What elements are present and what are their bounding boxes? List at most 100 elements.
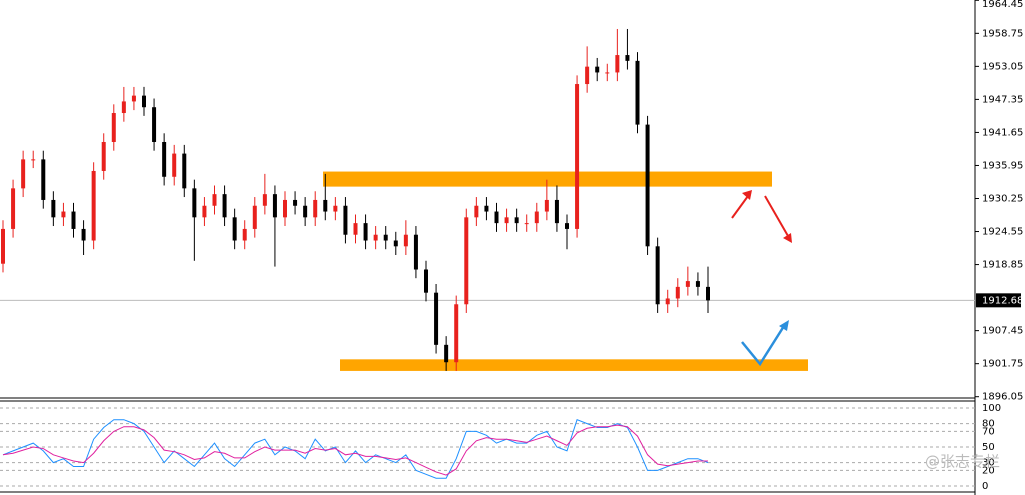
y-tick-label: 1901.75 [982, 359, 1023, 370]
candle-body [272, 194, 277, 218]
candle-body [625, 55, 630, 61]
candle-body [474, 205, 479, 218]
candle-body [383, 234, 388, 241]
candle-body [111, 113, 116, 142]
candle-body [192, 188, 197, 218]
candle-body [403, 234, 408, 247]
candle-body [494, 211, 499, 224]
candle-body [363, 223, 368, 241]
candle-body [1, 228, 5, 264]
candle-body [91, 170, 96, 241]
candle-body [554, 199, 559, 224]
candle-body [162, 141, 167, 177]
candle-body [222, 194, 227, 218]
candle-body [262, 194, 267, 206]
candle-body [51, 199, 56, 218]
y-tick-label: 1953.05 [982, 61, 1023, 72]
y-tick-label: 1958.75 [982, 28, 1023, 39]
candle-body [303, 205, 308, 218]
y-tick-label: 1896.05 [982, 392, 1023, 403]
candle-body [232, 217, 237, 241]
candle-body [152, 107, 157, 142]
candle-body [635, 60, 640, 125]
candle-body [655, 246, 660, 305]
candle-body [615, 55, 620, 73]
candle-body [695, 281, 700, 287]
y-tick-label: 20 [982, 465, 995, 476]
indicator-line [2, 419, 709, 479]
candle-body [202, 205, 207, 218]
candle-body [11, 188, 16, 229]
y-tick-label: 70 [982, 426, 995, 437]
candle-body [252, 205, 257, 229]
candle-body [565, 223, 569, 229]
candle-body [71, 211, 76, 229]
candle-body [81, 228, 86, 241]
candle-body [424, 269, 428, 293]
candle-body [534, 211, 539, 224]
last-price-label: 1912.68 [982, 295, 1023, 306]
candle-body [101, 141, 106, 171]
zone [323, 171, 772, 187]
candle-body [504, 217, 509, 224]
candle-body [172, 153, 177, 177]
candle-body [121, 101, 126, 114]
y-tick-label: 80 [982, 419, 995, 430]
candle-body [293, 199, 298, 206]
candle-body [41, 159, 46, 200]
candle-body [61, 211, 66, 218]
y-tick-label: 30 [982, 458, 995, 469]
y-tick-label: 1930.25 [982, 194, 1023, 205]
candle-body [131, 95, 136, 102]
candle-body [434, 292, 439, 345]
candle-body [514, 217, 519, 224]
y-tick-label: 1918.85 [982, 260, 1023, 271]
arrows [731, 190, 792, 367]
candle-body [605, 72, 610, 74]
y-tick-label: 100 [982, 403, 1001, 414]
candle-body [524, 223, 529, 225]
candle-body [444, 344, 449, 363]
watermark: @张志专栏 [925, 453, 1000, 471]
candle-body [585, 66, 590, 85]
candle-body [575, 84, 580, 229]
candle-body [645, 124, 650, 247]
candle-body [484, 205, 489, 212]
candle-body [675, 286, 680, 299]
candle-body [343, 205, 348, 235]
candle-body [413, 234, 418, 270]
candle-body [685, 281, 690, 287]
candle-body [333, 205, 338, 212]
y-tick-label: 1947.35 [982, 94, 1023, 105]
y-tick-label: 50 [982, 442, 995, 453]
y-tick-label: 1935.95 [982, 160, 1023, 171]
candle-body [706, 286, 710, 301]
candle-body [595, 66, 600, 73]
candle-body [283, 199, 287, 218]
y-tick-label: 1924.55 [982, 227, 1023, 238]
candle-body [665, 298, 670, 305]
candle-body [464, 217, 469, 305]
y-tick-label: 1907.45 [982, 326, 1023, 337]
candle-body [454, 304, 459, 363]
candle-body [323, 199, 328, 212]
candle-body [142, 95, 146, 108]
candle-body [353, 223, 358, 235]
candle-body [182, 153, 187, 189]
last-price-box [976, 293, 1021, 308]
candle-body [21, 159, 26, 189]
candle-body [313, 199, 318, 218]
zone [340, 359, 808, 371]
candle-body [373, 234, 378, 241]
y-tick-label: 1941.65 [982, 127, 1023, 138]
candle-body [31, 159, 36, 161]
indicator-line [2, 424, 708, 476]
candle-body [393, 240, 398, 247]
candle-body [544, 199, 549, 212]
y-tick-label: 0 [982, 481, 988, 492]
candle-body [212, 194, 217, 206]
candle-body [242, 228, 247, 241]
